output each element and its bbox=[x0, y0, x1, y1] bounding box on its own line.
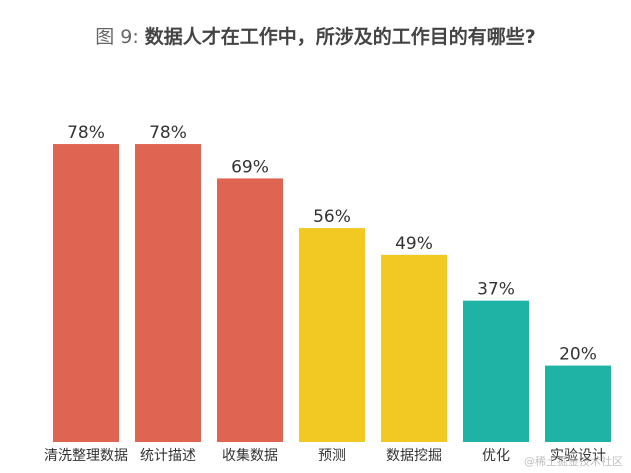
data-label-1: 78% bbox=[67, 123, 105, 143]
bar-6 bbox=[463, 300, 529, 442]
bar-1 bbox=[53, 144, 119, 443]
category-label-5: 数据挖掘 bbox=[386, 448, 442, 464]
category-label-3: 收集数据 bbox=[222, 447, 278, 464]
category-label-6: 优化 bbox=[482, 448, 510, 464]
bar-3 bbox=[217, 178, 283, 443]
data-label-5: 49% bbox=[395, 234, 433, 254]
watermark: @稀土掘金技术社区 bbox=[524, 455, 623, 468]
bar-5 bbox=[381, 254, 447, 442]
data-label-7: 20% bbox=[559, 345, 597, 365]
data-label-3: 69% bbox=[231, 157, 269, 177]
chart-title: 图 9: 数据人才在工作中，所涉及的工作目的有哪些? bbox=[0, 22, 631, 49]
category-label-2: 统计描述 bbox=[140, 448, 196, 464]
data-label-4: 56% bbox=[313, 207, 351, 227]
bar-2 bbox=[135, 144, 201, 443]
title-text: 数据人才在工作中，所涉及的工作目的有哪些? bbox=[144, 26, 536, 48]
data-label-2: 78% bbox=[149, 123, 187, 143]
category-label-4: 预测 bbox=[318, 448, 346, 464]
category-label-1: 清洗整理数据 bbox=[44, 448, 128, 464]
data-label-6: 37% bbox=[477, 280, 515, 300]
bar-7 bbox=[545, 365, 611, 442]
category-label-7: 实验设计 bbox=[550, 448, 606, 464]
bar-4 bbox=[299, 228, 365, 442]
figure-number: 图 9: bbox=[95, 26, 139, 48]
